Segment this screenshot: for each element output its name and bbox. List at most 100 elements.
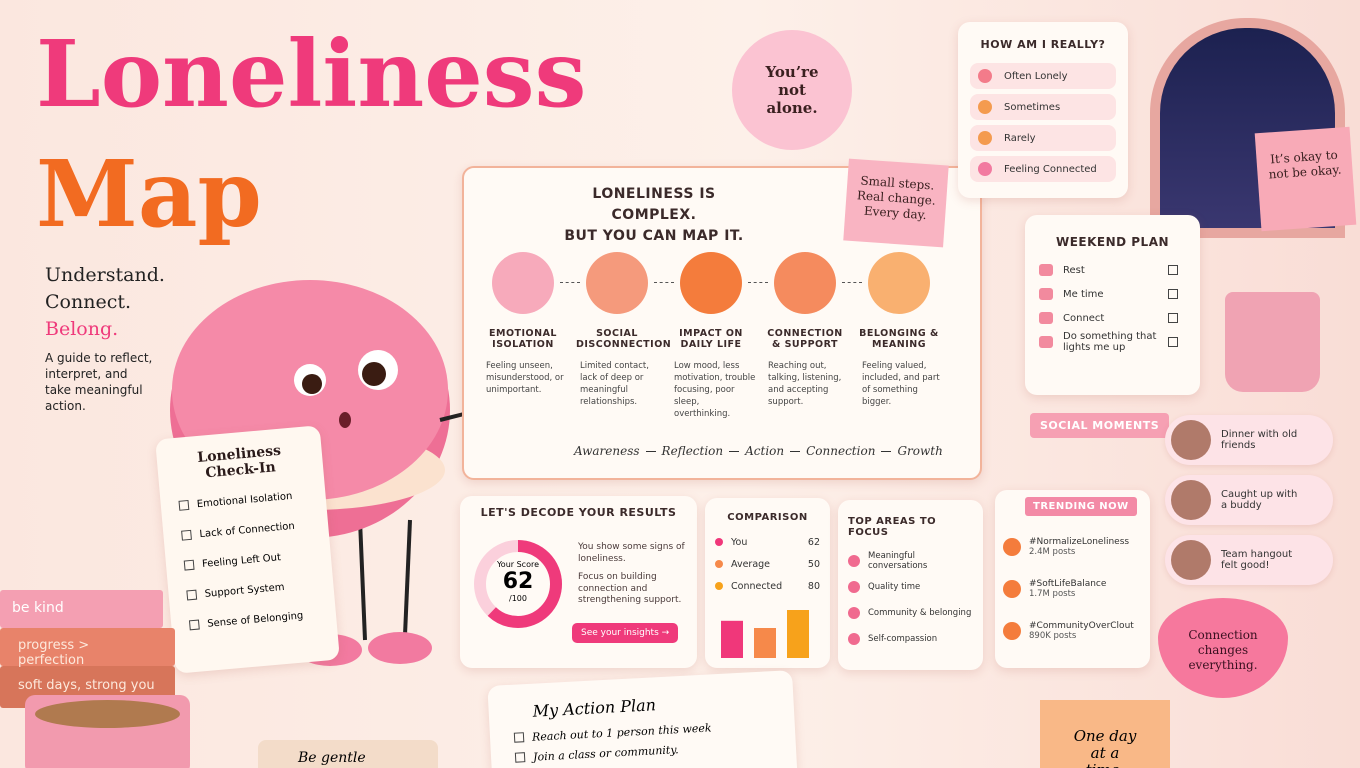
comparison-title: COMPARISON	[727, 512, 808, 523]
checkbox	[1168, 265, 1178, 275]
trending-list: #NormalizeLoneliness 2.4M posts #SoftLifeB…	[1003, 526, 1142, 652]
weekend-icon	[1039, 264, 1053, 276]
mood-icon	[978, 100, 992, 114]
checkin-label: Feeling Left Out	[201, 551, 282, 570]
heading-line: LONELINESS IS COMPLEX.	[592, 186, 716, 223]
flow-word: Connection	[806, 444, 876, 458]
social-bubble: Dinner with old friends	[1165, 415, 1333, 465]
focus-list: Meaningful conversations Quality time Comm…	[848, 548, 973, 652]
mood-option: Feeling Connected	[970, 156, 1116, 182]
checkin-item: Support System	[186, 572, 317, 607]
flow-arrow	[790, 451, 801, 452]
mood-label: Rarely	[1004, 132, 1036, 144]
weekend-card: WEEKEND PLAN Rest Me time Connect Do someth…	[1025, 215, 1200, 395]
weekend-label: Me time	[1063, 288, 1104, 300]
legend-dot	[715, 582, 723, 590]
trend-item: #NormalizeLoneliness 2.4M posts	[1003, 526, 1142, 568]
checkin-item: Lack of Connection	[181, 512, 312, 547]
comparison-value: 50	[807, 558, 820, 570]
checkin-item: Emotional Isolation	[178, 483, 309, 518]
trend-tag: #NormalizeLoneliness	[1029, 537, 1130, 547]
weekend-item: Me time	[1039, 283, 1186, 305]
decode-text: You show some signs of loneliness.	[578, 542, 685, 564]
flow-word: Growth	[897, 444, 943, 458]
focus-label: Quality time	[868, 582, 921, 592]
avatar	[1171, 480, 1211, 520]
title: Map	[36, 140, 262, 248]
checkbox	[1168, 289, 1178, 299]
trend-text: #CommunityOverClout 890K posts	[1029, 621, 1134, 641]
mood-label: Feeling Connected	[1004, 163, 1097, 175]
checkin-label: Emotional Isolation	[196, 490, 293, 510]
step-text: Limited contact, lack of deep or meaning…	[580, 361, 649, 407]
score-max: /100	[509, 594, 527, 603]
step-icon	[586, 252, 648, 314]
trend-text: #NormalizeLoneliness 2.4M posts	[1029, 537, 1129, 557]
checkbox	[178, 499, 190, 511]
avatar	[1171, 420, 1211, 460]
small-steps-note: Small steps. Real change. Every day.	[843, 158, 949, 248]
gentle-card: Be gentle	[258, 740, 438, 768]
social-label: Caught up with a buddy	[1221, 489, 1298, 511]
trend-item: #CommunityOverClout 890K posts	[1003, 610, 1142, 652]
focus-icon	[848, 607, 860, 619]
action-list: Reach out to 1 person this week Join a cl…	[513, 714, 773, 767]
mood-icon	[978, 162, 992, 176]
comparison-bar	[754, 628, 776, 658]
trend-count: 890K posts	[1029, 631, 1077, 641]
insights-button[interactable]: See your insights →	[572, 623, 679, 643]
focus-label: Community & belonging	[868, 608, 972, 618]
weekend-title: WEEKEND PLAN	[1055, 235, 1170, 249]
tagline-line: Understand.	[45, 264, 165, 286]
checkin-item: Sense of Belonging	[188, 602, 319, 637]
trending-card: TRENDING NOW #NormalizeLoneliness 2.4M po…	[995, 490, 1150, 668]
weekend-icon	[1039, 312, 1053, 324]
okay-note: It’s okay to not be okay.	[1254, 126, 1357, 232]
trending-title: TRENDING NOW	[1025, 497, 1137, 516]
one-day-note: One day at a time.	[1040, 700, 1170, 768]
weekend-icon	[1039, 288, 1053, 300]
intro: A guide to reflect, interpret, and take …	[45, 351, 153, 413]
step-title: SOCIAL DISCONNECTION	[576, 328, 672, 350]
comparison-bar	[787, 610, 809, 658]
focus-item: Quality time	[848, 574, 973, 600]
action-label: Join a class or community.	[532, 742, 679, 764]
comparison-value: 80	[807, 580, 820, 592]
focus-icon	[848, 633, 860, 645]
checkbox	[1168, 313, 1178, 323]
social-bubble: Team hangout felt good!	[1165, 535, 1333, 585]
focus-title: TOP AREAS TO FOCUS	[848, 516, 937, 538]
checkin-item: Feeling Left Out	[183, 542, 314, 577]
book: progress > perfection	[0, 628, 175, 668]
flow: Awareness Reflection Action Connection Growt…	[574, 444, 943, 458]
map-heading: LONELINESS IS COMPLEX. BUT YOU CAN MAP I…	[559, 184, 749, 247]
flow-word: Awareness	[574, 444, 640, 458]
comparison-row: You 62	[715, 531, 820, 553]
focus-icon	[848, 581, 860, 593]
comparison-bar	[721, 620, 743, 658]
book: be kind	[0, 590, 163, 628]
mood-label: Sometimes	[1004, 101, 1061, 113]
checkin-label: Support System	[204, 581, 285, 600]
step-icon	[774, 252, 836, 314]
checkbox	[188, 619, 200, 631]
social-label: Dinner with old friends	[1221, 429, 1298, 451]
score-ring	[474, 540, 562, 628]
heart-note: Connection changes everything.	[1158, 598, 1288, 698]
step-title: IMPACT ON DAILY LIFE	[679, 328, 743, 350]
trend-count: 1.7M posts	[1029, 589, 1076, 599]
step-text: Reaching out, talking, listening, and ac…	[768, 361, 842, 407]
comparison-label: You	[731, 536, 748, 548]
trend-icon	[1003, 622, 1021, 640]
step-text: Low mood, less motivation, trouble focus…	[674, 361, 756, 419]
social-title: SOCIAL MOMENTS	[1030, 413, 1170, 438]
step-icon	[868, 252, 930, 314]
flow-word: Action	[745, 444, 785, 458]
step-arrow	[842, 282, 862, 283]
step-text: Feeling valued, included, and part of so…	[862, 361, 940, 407]
legend-dot	[715, 560, 723, 568]
weekend-label: Connect	[1063, 312, 1105, 324]
ring-value	[474, 540, 562, 628]
comparison-bars	[721, 610, 809, 658]
step-title: BELONGING & MEANING	[859, 328, 939, 350]
